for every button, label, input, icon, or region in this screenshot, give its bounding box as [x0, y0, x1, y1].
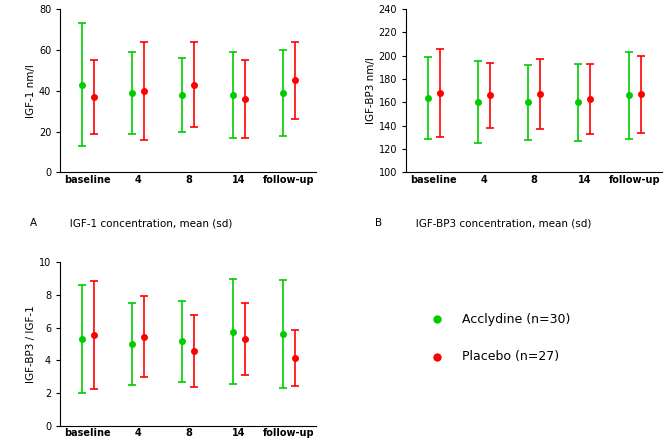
Y-axis label: IGF-1 nm/l: IGF-1 nm/l: [26, 64, 36, 117]
Text: B: B: [375, 218, 383, 228]
Y-axis label: IGF-BP3 nm/l: IGF-BP3 nm/l: [366, 57, 376, 124]
Text: Placebo (n=27): Placebo (n=27): [462, 350, 559, 363]
Text: IGF-1 concentration, mean (sd): IGF-1 concentration, mean (sd): [60, 218, 233, 228]
Y-axis label: IGF-BP3 / IGF-1: IGF-BP3 / IGF-1: [26, 305, 36, 383]
Text: Acclydine (n=30): Acclydine (n=30): [462, 313, 571, 326]
Text: IGF-BP3 concentration, mean (sd): IGF-BP3 concentration, mean (sd): [406, 218, 591, 228]
Text: A: A: [29, 218, 37, 228]
